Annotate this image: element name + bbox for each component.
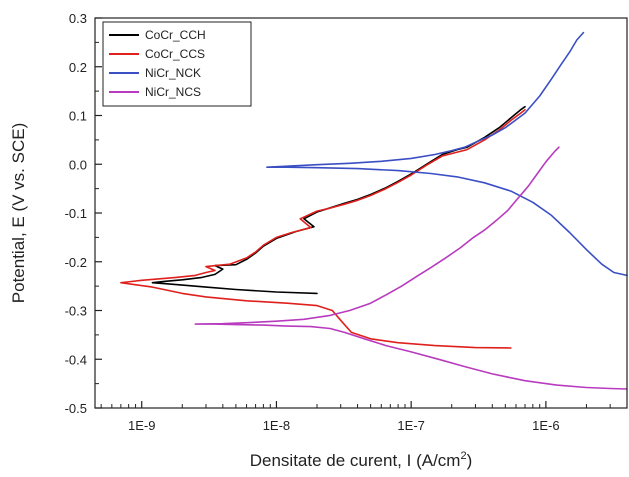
- legend: CoCr_CCH CoCr_CCS NiCr_NCK NiCr_NCS: [102, 21, 252, 107]
- y-tick-label: -0.4: [65, 352, 87, 367]
- y-tick-label: 0.0: [69, 157, 87, 172]
- y-tick-label: -0.1: [65, 206, 87, 221]
- series-line-nicr-nck: [266, 31, 628, 277]
- y-tick-label: -0.5: [65, 401, 87, 416]
- legend-label: CoCr_CCS: [145, 47, 205, 61]
- legend-label: NiCr_NCK: [145, 66, 201, 80]
- series-layer: [120, 31, 628, 390]
- y-tick-label: -0.2: [65, 255, 87, 270]
- x-tick-label: 1E-8: [263, 418, 290, 433]
- series-line-nicr-ncs: [194, 146, 628, 390]
- x-tick-label: 1E-9: [128, 418, 155, 433]
- y-axis-title: Potential, E (V vs. SCE): [9, 123, 28, 303]
- x-axis-title: Densitate de curent, I (A/cm2): [250, 450, 473, 470]
- axis-layer: 1E-9 1E-8 1E-7 1E-6 0.3 0.2 0.1 0.0 -0.1 -0.2 -0.3…: [65, 11, 628, 433]
- x-axis-title-close: ): [467, 451, 473, 470]
- series-line-cocr-ccs: [120, 108, 526, 349]
- legend-label: CoCr_CCH: [145, 28, 206, 42]
- y-tick-label: 0.3: [69, 11, 87, 26]
- x-tick-label: 1E-7: [397, 418, 424, 433]
- x-tick-label: 1E-6: [532, 418, 559, 433]
- x-axis-title-superscript: 2: [460, 450, 466, 462]
- legend-label: NiCr_NCS: [145, 85, 201, 99]
- x-axis-title-main: Densitate de curent, I (A/cm: [250, 451, 461, 470]
- y-tick-label: 0.1: [69, 109, 87, 124]
- y-tick-label: 0.2: [69, 60, 87, 75]
- y-tick-label: -0.3: [65, 304, 87, 319]
